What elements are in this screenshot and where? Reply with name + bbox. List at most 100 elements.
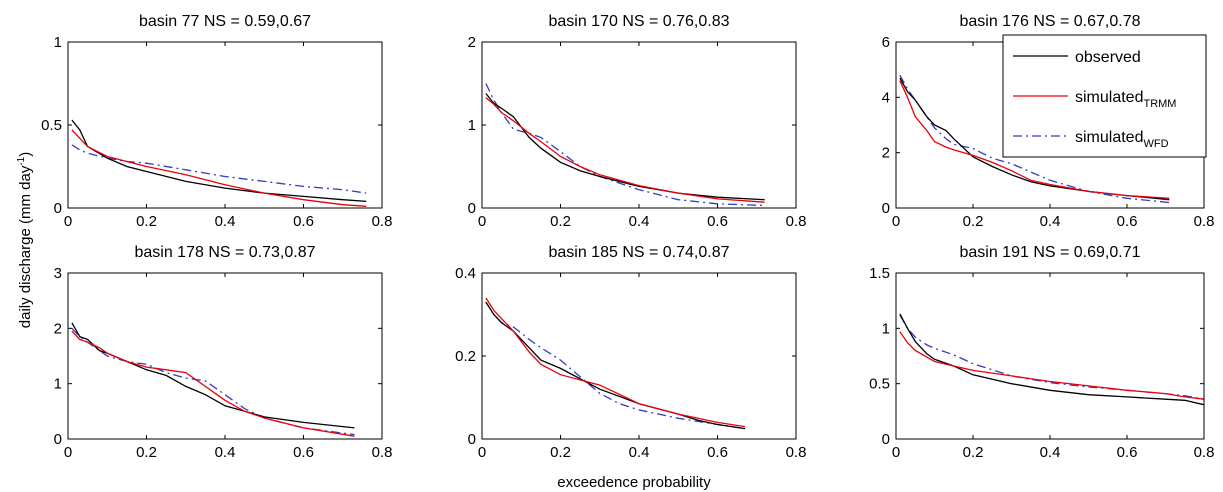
y-tick-label: 0 <box>468 431 476 448</box>
plot-frame <box>67 41 383 209</box>
y-tick-label: 2 <box>882 145 890 162</box>
panel-3-series <box>899 74 1170 204</box>
plot-frame <box>481 272 797 440</box>
x-tick-label: 0.4 <box>215 444 236 461</box>
panel-5: 0 0.2 0.4 0.6 0.8 0 0.2 0.4 basin 185 NS = 0.74,… <box>455 244 806 461</box>
series-line-trmm <box>485 297 746 428</box>
series-line-observed <box>71 119 367 203</box>
x-tick-label: 0.6 <box>1117 213 1138 230</box>
x-tick-label: 0.4 <box>1040 213 1061 230</box>
x-tick-label: 0.4 <box>629 444 650 461</box>
y-tick-label: 0 <box>468 200 476 217</box>
legend-entry-main: simulated <box>1075 129 1143 146</box>
panel-6: 0 0.2 0.4 0.6 0.8 0 0.5 1 1.5 basin 191 NS = 0.69… <box>869 244 1214 461</box>
x-tick-label: 0.6 <box>293 444 314 461</box>
x-tick-label: 0 <box>478 444 486 461</box>
y-tick-label: 2 <box>468 34 476 51</box>
series-line-observed <box>485 93 765 201</box>
series-line-wfd <box>71 144 367 194</box>
x-tick-label: 0 <box>478 213 486 230</box>
panel-title: basin 77 NS = 0.59,0.67 <box>139 13 311 30</box>
panel-2-series <box>485 83 765 207</box>
x-tick-label: 0 <box>892 444 900 461</box>
x-tick-label: 0.4 <box>215 213 236 230</box>
series-line-trmm <box>71 129 367 207</box>
panel-title: basin 178 NS = 0.73,0.87 <box>134 244 315 261</box>
x-tick-label: 0.4 <box>1040 444 1061 461</box>
x-tick-label: 0.2 <box>963 213 984 230</box>
x-tick-label: 0.2 <box>136 213 157 230</box>
series-line-observed <box>899 313 1204 406</box>
series-line-observed <box>71 322 355 429</box>
panel-2: 0 0.2 0.4 0.6 0.8 0 1 2 basin 170 NS = 0.76,0.83 <box>468 13 807 230</box>
series-line-trmm <box>485 97 765 203</box>
y-tick-label: 0.5 <box>41 117 62 134</box>
x-tick-label: 0.8 <box>786 213 807 230</box>
x-tick-label: 0.6 <box>707 444 728 461</box>
panels-layer: 0 0.2 0.4 0.6 0.8 0 0.5 1 basin 77 NS = 0.59,0.6… <box>41 13 1214 461</box>
panel-5-series <box>485 297 746 430</box>
legend-entry-subscript: WFD <box>1143 138 1168 150</box>
series-line-wfd <box>899 74 1170 204</box>
series-line-wfd <box>71 327 355 436</box>
x-tick-label: 0.2 <box>550 213 571 230</box>
legend-entry-label: simulatedWFD <box>1075 129 1169 150</box>
y-axis-label-main: daily discharge (mm day <box>17 165 34 328</box>
y-tick-label: 1 <box>882 320 890 337</box>
y-tick-label: 4 <box>882 89 890 106</box>
y-tick-label: 0.2 <box>455 348 476 365</box>
x-tick-label: 0.8 <box>786 444 807 461</box>
y-axis-label: daily discharge (mm day-1) <box>16 152 34 328</box>
x-tick-label: 0.2 <box>550 444 571 461</box>
panel-6-series <box>899 313 1204 406</box>
x-tick-label: 0.4 <box>629 213 650 230</box>
panel-4: 0 0.2 0.4 0.6 0.8 0 1 2 3 basin 178 NS = 0.73,0.8… <box>54 244 393 461</box>
x-tick-label: 0 <box>64 444 72 461</box>
panel-title: basin 176 NS = 0.67,0.78 <box>959 13 1140 30</box>
plot-frame <box>481 41 797 209</box>
y-tick-label: 0 <box>882 200 890 217</box>
y-tick-label: 0.4 <box>455 265 476 282</box>
legend-entry-label: simulatedTRMM <box>1075 89 1176 110</box>
series-line-trmm <box>899 331 1204 400</box>
y-tick-label: 1.5 <box>869 265 890 282</box>
legend-entry-main: simulated <box>1075 89 1143 106</box>
panel-title: basin 185 NS = 0.74,0.87 <box>548 244 729 261</box>
series-line-trmm <box>71 330 355 437</box>
y-axis-label-superscript: -1 <box>16 156 27 165</box>
y-tick-label: 0 <box>882 431 890 448</box>
y-tick-label: 1 <box>468 117 476 134</box>
x-axis-label: exceedence probability <box>557 474 711 491</box>
x-tick-label: 0 <box>892 213 900 230</box>
panel-1: 0 0.2 0.4 0.6 0.8 0 0.5 1 basin 77 NS = 0.59,0.6… <box>41 13 392 230</box>
legend-entry-subscript: TRMM <box>1143 98 1176 110</box>
x-tick-label: 0 <box>64 213 72 230</box>
series-line-wfd <box>485 83 765 207</box>
y-tick-label: 0.5 <box>869 376 890 393</box>
series-line-wfd <box>485 301 746 430</box>
y-tick-label: 3 <box>54 265 62 282</box>
legend-entry-label: observed <box>1075 49 1141 66</box>
x-tick-label: 0.8 <box>1194 444 1215 461</box>
y-tick-label: 0 <box>54 431 62 448</box>
x-tick-label: 0.6 <box>1117 444 1138 461</box>
series-line-trmm <box>899 80 1170 199</box>
x-tick-label: 0.2 <box>136 444 157 461</box>
legend-entry-main: observed <box>1075 49 1141 66</box>
x-tick-label: 0.6 <box>707 213 728 230</box>
plot-frame <box>895 272 1205 440</box>
y-tick-label: 6 <box>882 34 890 51</box>
y-tick-label: 1 <box>54 376 62 393</box>
panel-3: 0 0.2 0.4 0.6 0.8 0 2 4 6 basin 176 NS = 0.67,0.7… <box>882 13 1215 230</box>
panel-title: basin 170 NS = 0.76,0.83 <box>548 13 729 30</box>
y-tick-label: 0 <box>54 200 62 217</box>
series-line-wfd <box>899 314 1204 400</box>
x-tick-label: 0.2 <box>963 444 984 461</box>
x-tick-label: 0.8 <box>1194 213 1215 230</box>
series-line-observed <box>485 301 746 430</box>
x-tick-label: 0.8 <box>372 444 393 461</box>
y-tick-label: 1 <box>54 34 62 51</box>
x-tick-label: 0.8 <box>372 213 393 230</box>
